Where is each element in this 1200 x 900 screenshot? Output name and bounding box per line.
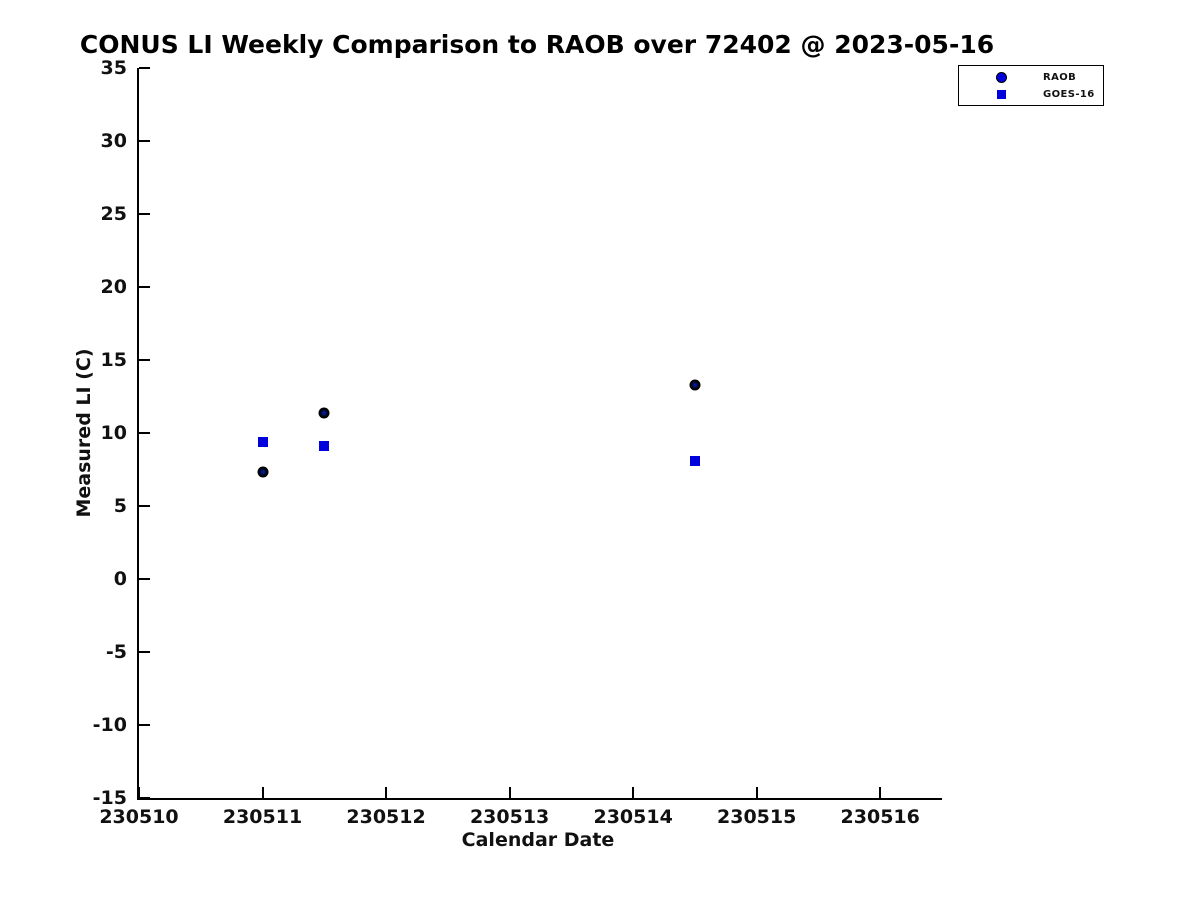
y-tick-label: 10 — [100, 422, 127, 444]
y-tick — [139, 724, 150, 726]
y-tick — [139, 797, 150, 799]
legend-marker-cell — [959, 89, 1043, 99]
x-tick-label: 230513 — [469, 806, 550, 828]
y-tick-label: 0 — [113, 568, 127, 590]
x-tick-label: 230510 — [99, 806, 179, 828]
chart-title: CONUS LI Weekly Comparison to RAOB over … — [79, 30, 995, 59]
data-point-raob — [318, 407, 330, 419]
data-point-raob — [257, 466, 269, 478]
plot-area: 230510 230511 230512 230513 230514 230515 2305… — [93, 58, 942, 828]
legend-item-raob: RAOB — [959, 70, 1103, 85]
legend-label-goes16: GOES-16 — [1043, 88, 1095, 100]
x-tick — [879, 787, 882, 798]
x-tick-label: 230516 — [840, 806, 920, 828]
goes16-square-marker-icon — [996, 89, 1006, 99]
x-tick — [138, 787, 140, 798]
x-tick-label: 230512 — [346, 806, 426, 828]
y-tick — [139, 286, 150, 288]
y-tick — [139, 140, 150, 142]
y-tick-label: -10 — [92, 714, 127, 736]
y-tick — [139, 578, 150, 580]
x-tick-label: 230511 — [222, 806, 303, 828]
y-tick — [139, 67, 150, 69]
data-point-goes-16 — [319, 441, 330, 452]
legend-marker-cell — [959, 71, 1043, 83]
y-tick — [139, 505, 150, 507]
x-tick — [632, 787, 635, 798]
y-tick — [139, 213, 150, 215]
raob-circle-marker-icon — [995, 71, 1007, 83]
y-tick-label: 30 — [100, 130, 127, 152]
y-tick — [139, 432, 150, 434]
x-tick — [385, 787, 388, 798]
x-tick — [261, 787, 264, 798]
y-tick-label: 15 — [100, 349, 127, 371]
x-tick — [508, 787, 511, 798]
y-tick-label: 35 — [100, 57, 127, 79]
x-axis-label: Calendar Date — [461, 829, 615, 851]
y-tick — [139, 359, 150, 361]
x-tick-label: 230515 — [717, 806, 797, 828]
legend-label-raob: RAOB — [1043, 71, 1077, 83]
legend: RAOB GOES-16 — [958, 65, 1104, 106]
y-axis-label: Measured LI (C) — [73, 348, 95, 518]
x-tick — [755, 787, 758, 798]
y-tick-label: -15 — [92, 787, 127, 809]
y-tick-label: 5 — [113, 495, 127, 517]
data-point-raob — [689, 379, 701, 391]
y-tick-label: 20 — [100, 276, 127, 298]
data-point-goes-16 — [257, 436, 268, 447]
y-tick-label: -5 — [105, 641, 127, 663]
y-tick-label: 25 — [100, 203, 127, 225]
legend-item-goes16: GOES-16 — [959, 87, 1103, 102]
data-point-goes-16 — [689, 455, 700, 466]
y-tick — [139, 651, 150, 653]
x-tick-label: 230514 — [593, 806, 673, 828]
